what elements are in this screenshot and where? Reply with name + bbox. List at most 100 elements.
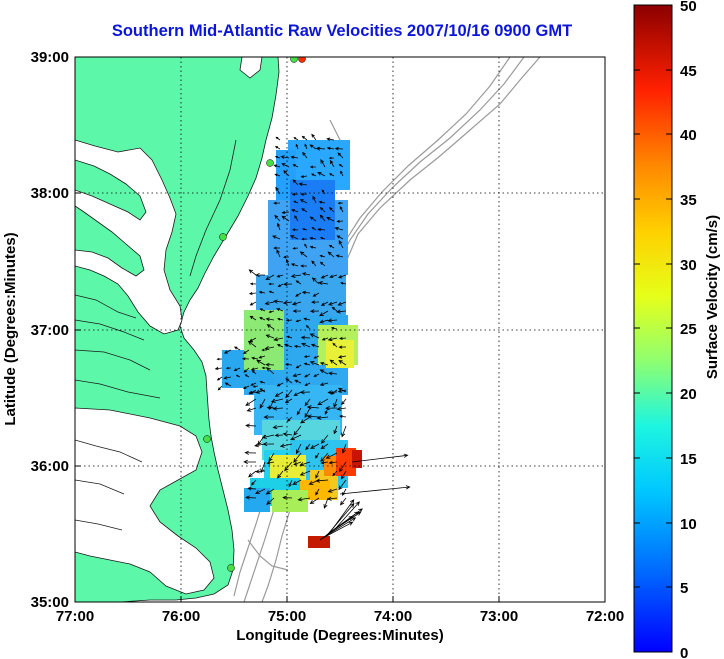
velocity-arrow bbox=[300, 416, 311, 424]
velocity-arrow bbox=[321, 189, 326, 195]
y-axis-label: Latitude (Degrees:Minutes) bbox=[2, 232, 19, 425]
velocity-arrow bbox=[276, 382, 284, 387]
chesapeake-bay bbox=[75, 139, 183, 335]
hf-radar-stations bbox=[203, 57, 306, 572]
velocity-arrow bbox=[273, 246, 281, 250]
velocity-arrow bbox=[292, 164, 299, 168]
velocity-arrow bbox=[329, 359, 338, 366]
velocity-arrow bbox=[305, 325, 311, 330]
velocity-arrow bbox=[319, 319, 329, 324]
velocity-arrow bbox=[295, 319, 302, 323]
velocity-arrow bbox=[292, 228, 299, 232]
velocity-arrow bbox=[245, 398, 257, 406]
velocity-arrow bbox=[304, 407, 311, 418]
velocity-arrow bbox=[216, 357, 223, 361]
velocity-arrow bbox=[244, 450, 257, 455]
velocity-arrow bbox=[276, 222, 281, 231]
velocity-arrow bbox=[341, 443, 347, 454]
velocity-arrow bbox=[295, 443, 302, 455]
velocity-arrow bbox=[339, 336, 347, 340]
velocity-arrow bbox=[329, 206, 335, 213]
velocity-arrow bbox=[258, 290, 266, 294]
velocity-arrow bbox=[249, 282, 257, 286]
velocity-arrow bbox=[311, 260, 317, 267]
velocity-arrow bbox=[275, 136, 281, 141]
velocity-arrow bbox=[305, 443, 311, 451]
velocity-arrow bbox=[339, 485, 411, 495]
velocity-arrow bbox=[303, 317, 311, 321]
velocity-arrow bbox=[323, 517, 357, 538]
velocity-arrow bbox=[309, 361, 320, 366]
velocity-arrow bbox=[299, 461, 311, 467]
velocity-arrow bbox=[285, 318, 293, 322]
velocity-arrow bbox=[327, 337, 338, 342]
colorbar-tick-label: 15 bbox=[680, 451, 697, 468]
velocity-arrow bbox=[338, 239, 344, 249]
velocity-arrow bbox=[320, 159, 326, 168]
x-tick-label: 75:00 bbox=[268, 608, 306, 625]
velocity-arrow bbox=[309, 236, 317, 240]
velocity-arrow bbox=[301, 135, 308, 141]
velocity-arrow bbox=[233, 346, 241, 351]
velocity-arrow bbox=[337, 201, 344, 205]
velocity-arrow bbox=[274, 155, 281, 159]
x-tick-label: 76:00 bbox=[162, 608, 200, 625]
velocity-arrow bbox=[301, 342, 311, 348]
velocity-arrow bbox=[243, 459, 257, 465]
velocity-arrow bbox=[247, 340, 257, 348]
velocity-arrow bbox=[301, 208, 308, 213]
axis-ticks bbox=[74, 56, 606, 603]
velocity-arrow bbox=[275, 186, 281, 195]
velocity-arrow bbox=[319, 310, 329, 317]
y-tick-label: 35:00 bbox=[31, 594, 69, 611]
velocity-arrow bbox=[264, 301, 275, 306]
velocity-arrow bbox=[332, 470, 338, 477]
velocity-arrow bbox=[266, 324, 275, 330]
velocity-arrow bbox=[266, 406, 275, 410]
x-axis-label: Longitude (Degrees:Minutes) bbox=[236, 627, 444, 644]
velocity-arrow bbox=[333, 398, 338, 408]
velocity-arrow bbox=[255, 488, 266, 494]
delaware-bay bbox=[239, 57, 263, 79]
velocity-arrow bbox=[306, 405, 320, 410]
velocity-arrow bbox=[351, 453, 409, 463]
velocity-arrow bbox=[261, 434, 275, 439]
rivers bbox=[75, 294, 161, 531]
velocity-arrow bbox=[334, 226, 344, 231]
velocity-arrow bbox=[249, 315, 257, 321]
velocity-arrow bbox=[265, 317, 275, 322]
velocity-arrow bbox=[339, 414, 347, 419]
velocity-arrow bbox=[274, 173, 281, 177]
velocity-arrow bbox=[273, 299, 284, 304]
velocity-arrow bbox=[309, 443, 320, 449]
velocity-arrow bbox=[315, 478, 329, 483]
velocity-arrow bbox=[311, 277, 320, 285]
y-tick-label: 37:00 bbox=[31, 322, 69, 339]
velocity-arrow bbox=[283, 282, 293, 287]
velocity-arrow bbox=[272, 406, 284, 411]
velocity-arrow bbox=[262, 441, 275, 447]
velocity-arrow bbox=[339, 205, 344, 213]
velocity-arrow bbox=[296, 407, 302, 416]
velocity-arrow bbox=[276, 274, 284, 278]
grid-lines bbox=[75, 57, 605, 602]
velocity-arrow bbox=[329, 159, 335, 168]
velocity-arrow bbox=[326, 496, 338, 501]
velocity-arrow bbox=[318, 200, 326, 204]
velocity-arrow bbox=[293, 461, 302, 466]
velocity-arrow bbox=[335, 501, 360, 529]
velocity-arrow bbox=[259, 317, 266, 321]
velocity-arrow bbox=[316, 415, 329, 420]
velocity-arrow bbox=[327, 251, 335, 258]
velocity-arrow bbox=[312, 195, 317, 204]
x-tick-label: 77:00 bbox=[56, 608, 94, 625]
velocity-arrow bbox=[311, 133, 317, 141]
velocity-arrow bbox=[338, 461, 347, 473]
velocity-arrow bbox=[255, 272, 266, 278]
velocity-arrow bbox=[276, 308, 284, 312]
x-tick-label: 73:00 bbox=[480, 608, 518, 625]
velocity-arrow bbox=[320, 237, 326, 240]
velocity-arrow bbox=[320, 452, 329, 462]
velocity-arrow bbox=[304, 243, 308, 249]
colorbar-tick-label: 40 bbox=[680, 127, 697, 144]
